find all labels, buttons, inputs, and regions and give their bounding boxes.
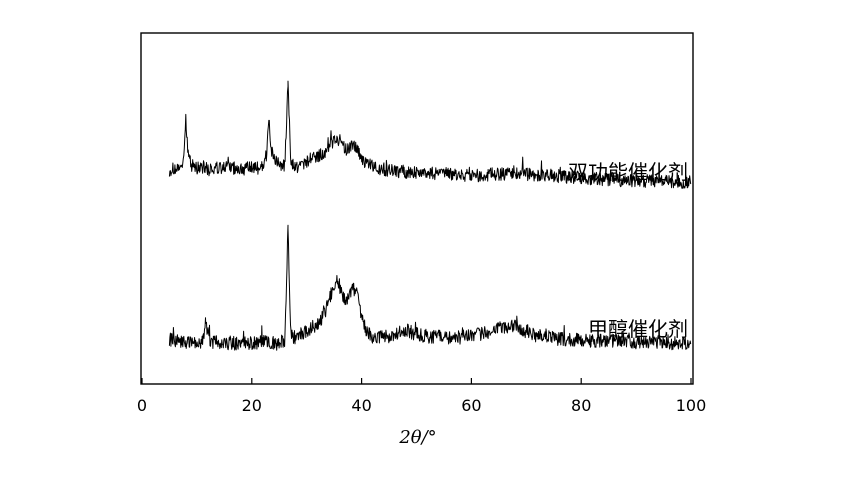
trace-methanol-catalyst	[168, 224, 692, 351]
plot-frame	[140, 32, 694, 385]
x-tick-label-0: 0	[137, 396, 147, 415]
x-tick-label-60: 60	[461, 396, 481, 415]
series-traces	[168, 80, 692, 351]
x-tick-label-100: 100	[676, 396, 707, 415]
x-axis-ticks: 0 20 40 60 80 100	[137, 378, 706, 415]
series-label-bifunctional: 双功能催化剂	[568, 160, 688, 184]
x-axis-label: 2θ/°	[398, 427, 436, 448]
x-tick-label-40: 40	[351, 396, 371, 415]
x-tick-label-20: 20	[242, 396, 262, 415]
trace-bifunctional-catalyst	[168, 80, 692, 189]
x-tick-label-80: 80	[571, 396, 591, 415]
series-label-methanol: 甲醇催化剂	[588, 317, 688, 341]
